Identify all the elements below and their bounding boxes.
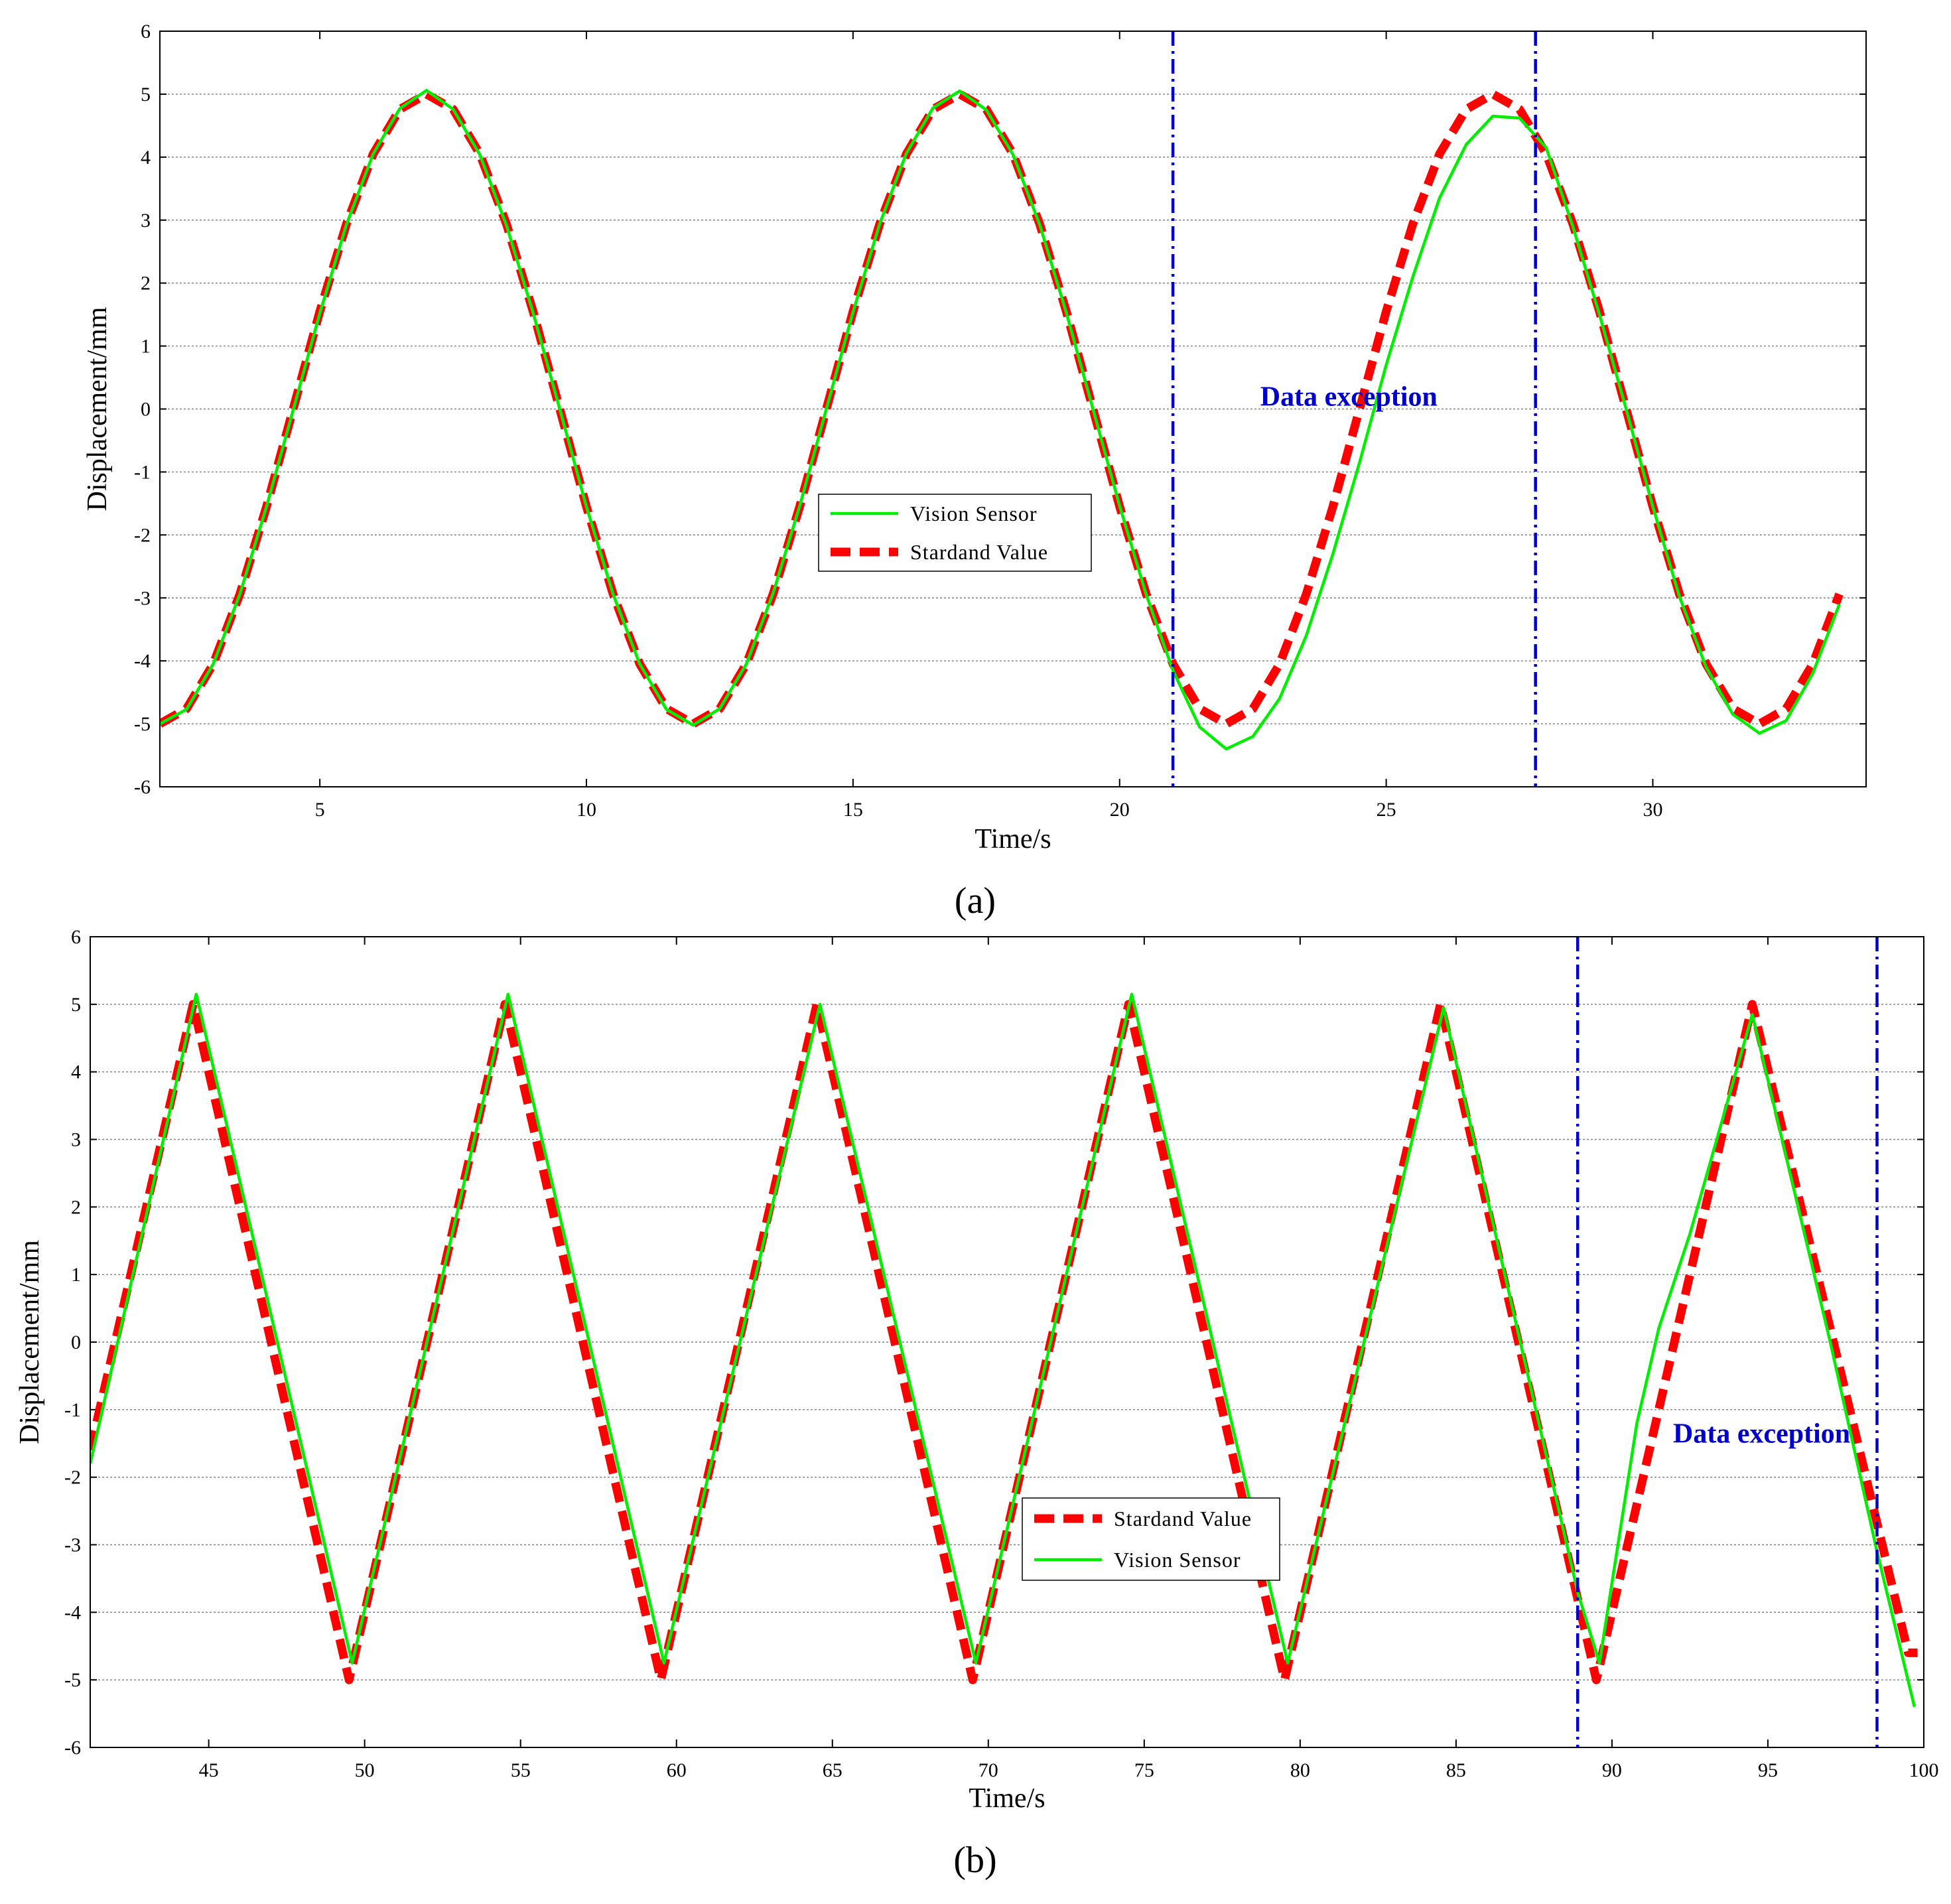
x-tick-label: 100 [1909, 1759, 1939, 1781]
y-tick-label: -6 [64, 1737, 81, 1759]
x-tick-label: 5 [315, 799, 325, 821]
x-tick-label: 55 [511, 1759, 531, 1781]
legend-box [818, 494, 1092, 572]
x-tick-label: 25 [1377, 799, 1396, 821]
y-tick-label: -1 [64, 1399, 81, 1421]
y-tick-label: -3 [64, 1534, 81, 1556]
y-tick-label: -4 [64, 1601, 81, 1623]
plot-frame [90, 936, 1924, 1748]
panel-label: (b) [953, 1840, 996, 1881]
y-tick-label: -4 [134, 650, 151, 672]
x-tick-label: 75 [1134, 1759, 1154, 1781]
x-tick-label: 30 [1643, 799, 1663, 821]
y-tick-label: 2 [141, 273, 151, 295]
y-tick-label: 2 [71, 1196, 81, 1218]
y-tick-label: -5 [134, 713, 151, 735]
x-tick-label: 20 [1110, 799, 1130, 821]
x-tick-label: 10 [576, 799, 596, 821]
y-tick-label: -3 [134, 587, 151, 609]
legend-entry-label: Stardand Value [910, 540, 1048, 564]
annotation-label: Data exception [1673, 1418, 1850, 1449]
series-line-0 [90, 992, 1917, 1708]
y-axis-label: Displacement/mm [15, 1240, 45, 1444]
legend-entry-label: Vision Sensor [910, 502, 1038, 525]
y-tick-label: 4 [71, 1061, 81, 1083]
y-tick-label: 3 [71, 1129, 81, 1151]
y-tick-label: -6 [134, 776, 151, 798]
y-tick-label: 3 [141, 210, 151, 232]
x-tick-label: 50 [355, 1759, 375, 1781]
plot-frame [159, 31, 1867, 787]
x-tick-label: 45 [199, 1759, 219, 1781]
y-tick-label: -1 [134, 461, 151, 483]
series-line-0 [160, 88, 1841, 751]
x-tick-label: 70 [978, 1759, 998, 1781]
y-tick-label: 6 [141, 21, 151, 42]
y-tick-label: 4 [141, 147, 151, 169]
y-tick-label: 5 [141, 84, 151, 105]
x-axis-label: Time/s [975, 824, 1051, 854]
y-tick-label: 1 [141, 336, 151, 358]
y-tick-label: -2 [64, 1467, 81, 1489]
chart-panel-a: -6 -5 -4 -3 -2 -1 0 1 2 3 4 5 6 5 10 15 20 25 30 Data excep… [82, 21, 1867, 921]
legend-box [1022, 1497, 1280, 1581]
y-tick-label: 1 [71, 1264, 81, 1286]
legend-entry-label: Vision Sensor [1114, 1548, 1241, 1572]
y-tick-label: 6 [71, 926, 81, 948]
x-tick-label: 60 [667, 1759, 687, 1781]
x-tick-label: 90 [1602, 1759, 1622, 1781]
y-tick-label: 0 [141, 399, 151, 421]
x-tick-label: 65 [823, 1759, 842, 1781]
y-tick-label: -2 [134, 524, 151, 546]
y-tick-label: 5 [71, 994, 81, 1016]
panel-label: (a) [955, 880, 996, 921]
x-axis-label: Time/s [969, 1783, 1045, 1814]
y-axis-label: Displacement/mm [82, 306, 113, 511]
x-tick-label: 95 [1758, 1759, 1778, 1781]
x-tick-label: 80 [1290, 1759, 1310, 1781]
x-tick-label: 15 [843, 799, 863, 821]
legend-entry-label: Stardand Value [1114, 1507, 1252, 1530]
y-tick-label: -5 [64, 1669, 81, 1691]
annotation-label: Data exception [1260, 382, 1438, 413]
x-tick-label: 85 [1446, 1759, 1466, 1781]
y-tick-label: 0 [71, 1331, 81, 1353]
